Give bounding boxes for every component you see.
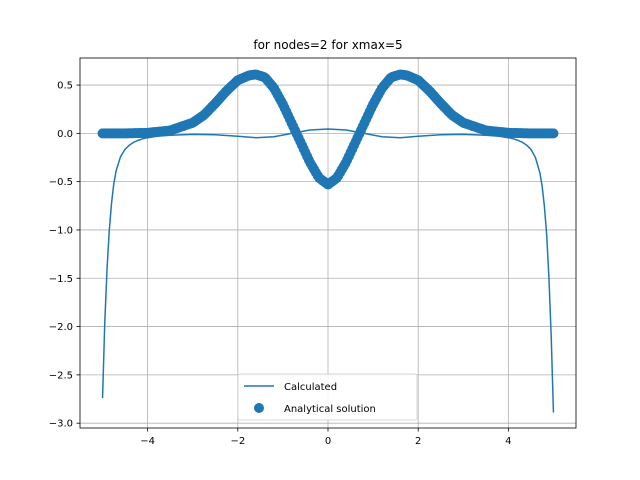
x-tick-label: −2 — [230, 436, 245, 447]
series-analytical-solution — [97, 69, 559, 190]
y-tick-label: −0.5 — [49, 177, 73, 188]
legend-label-analytical: Analytical solution — [284, 404, 376, 415]
legend: Calculated Analytical solution — [237, 373, 418, 421]
y-tick-label: −1.5 — [49, 274, 73, 285]
x-tick-label: −4 — [140, 436, 155, 447]
x-tick-label: 2 — [415, 436, 421, 447]
y-tick-label: −3.0 — [49, 419, 73, 430]
y-tick-label: −2.0 — [49, 322, 73, 333]
series-calculated-line — [101, 128, 555, 413]
x-tick-label: 0 — [325, 436, 331, 447]
chart-title: for nodes=2 for xmax=5 — [253, 38, 402, 52]
grid — [80, 58, 576, 428]
y-tick-label: −1.0 — [49, 225, 73, 236]
axis-ticks: −4 −2 0 2 4 0.5 0.0 −0.5 −1.0 −1.5 −2.0 −2.5 −3.0 — [49, 81, 512, 447]
legend-label-calculated: Calculated — [284, 382, 337, 393]
legend-box — [237, 373, 418, 421]
scatter-point — [548, 128, 559, 139]
x-tick-label: 4 — [505, 436, 511, 447]
legend-marker-swatch — [254, 403, 264, 413]
y-tick-label: −2.5 — [49, 370, 73, 381]
plot-series — [97, 69, 559, 413]
y-tick-label: 0.0 — [57, 129, 73, 140]
y-tick-label: 0.5 — [57, 81, 73, 92]
